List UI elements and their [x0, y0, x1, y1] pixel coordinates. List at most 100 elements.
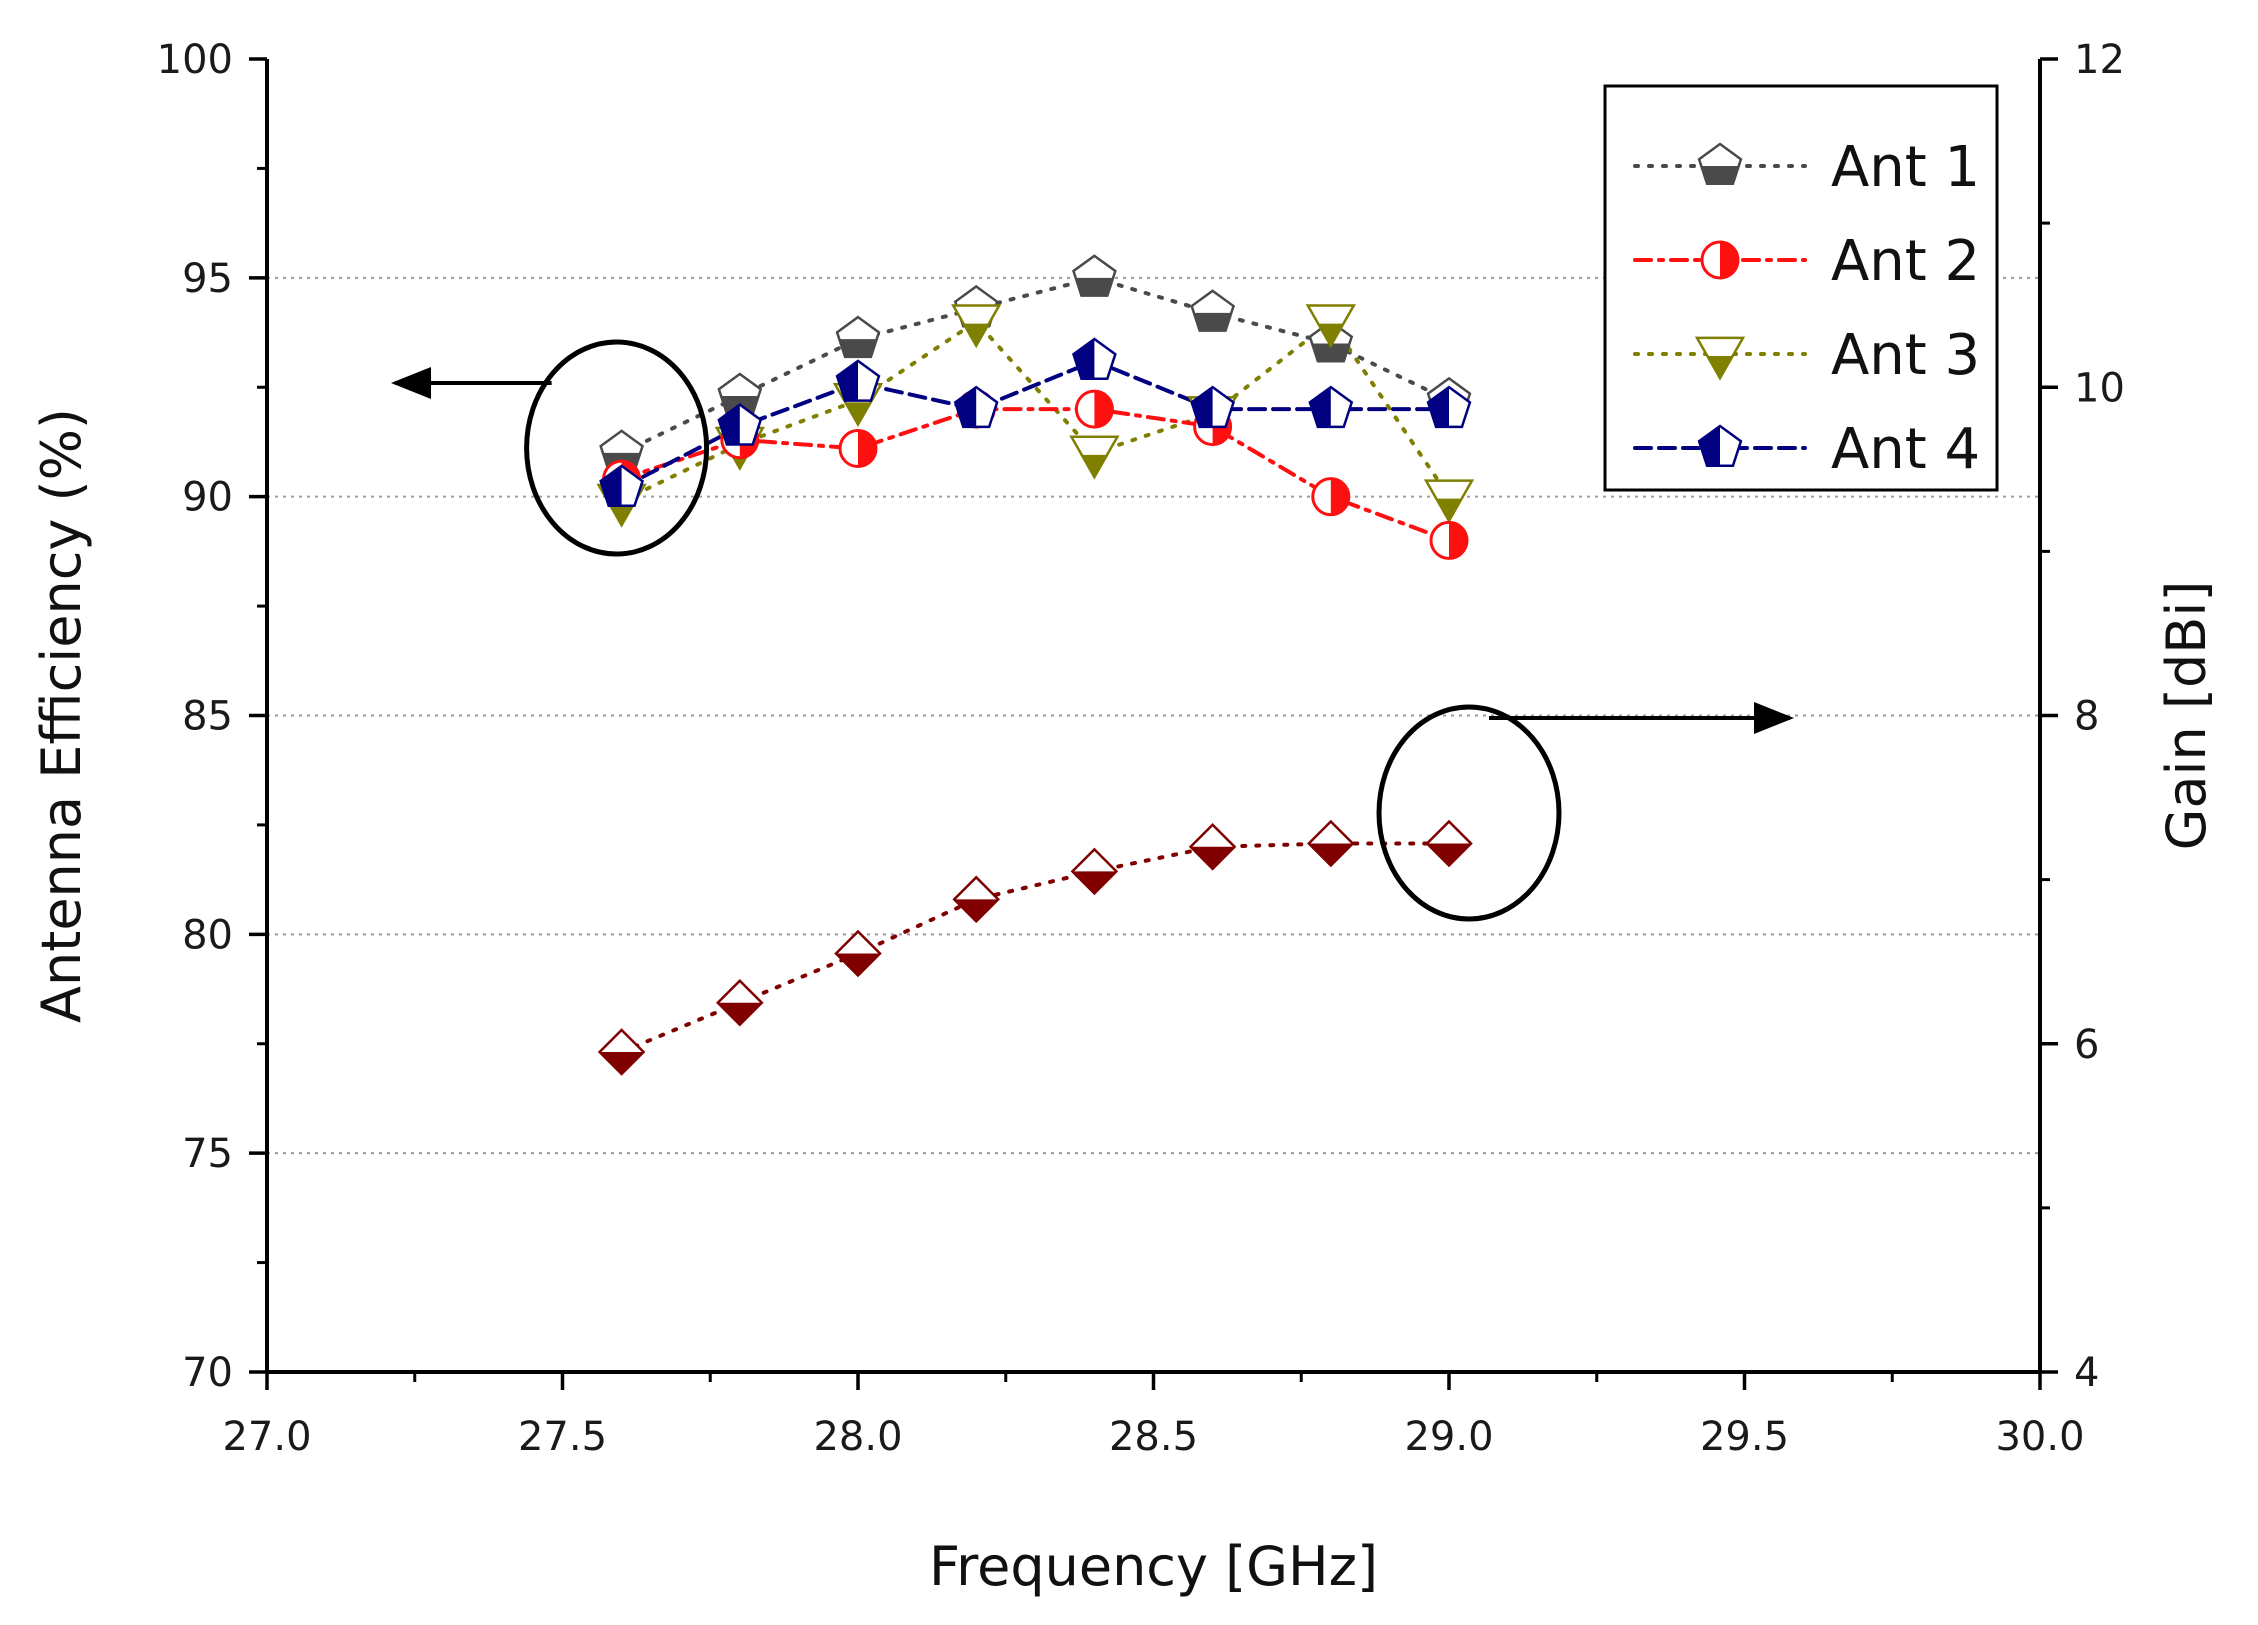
series-line	[619, 407, 1451, 543]
y-tick-label: 70	[182, 1350, 233, 1396]
marker-outline	[1072, 254, 1117, 297]
annotation-layer	[391, 339, 1794, 922]
marker-outline	[1074, 389, 1114, 429]
marker-fill-half	[1081, 454, 1108, 478]
data-point	[1070, 847, 1119, 896]
marker-outline	[1697, 424, 1743, 468]
marker-outline	[1694, 336, 1746, 381]
series-layer	[596, 254, 1475, 1076]
marker-outline	[1426, 385, 1472, 429]
legend-marker	[1700, 240, 1740, 280]
y-tick-label: 75	[182, 1131, 233, 1177]
marker-fill-half	[858, 430, 876, 467]
marker-fill-half	[839, 339, 877, 357]
x-tick-label: 27.0	[222, 1414, 311, 1460]
x-tick-label: 30.0	[1995, 1414, 2084, 1460]
marker-outline	[838, 429, 878, 469]
data-point	[1308, 385, 1354, 429]
x-axis-title: Frequency [GHz]	[929, 1535, 1378, 1598]
marker-fill-half	[1094, 391, 1113, 428]
marker-fill-half	[1720, 242, 1738, 278]
marker-outline	[1305, 304, 1356, 349]
legend-label: Ant 3	[1831, 323, 1980, 388]
y2-tick-label: 8	[2074, 694, 2099, 740]
legend-marker	[1697, 142, 1743, 186]
marker-fill-half	[599, 1051, 644, 1074]
y2-tick-label: 4	[2074, 1350, 2099, 1396]
data-point	[953, 385, 999, 429]
x-tick-label: 28.0	[813, 1414, 902, 1460]
marker-fill-half	[1449, 522, 1467, 559]
data-point	[599, 464, 644, 507]
marker-fill-half	[1072, 871, 1117, 894]
marker-outline	[1069, 435, 1120, 480]
marker-outline	[834, 929, 882, 978]
y-tick-label: 90	[182, 475, 233, 521]
marker-outline	[951, 304, 1002, 349]
data-point	[1190, 289, 1235, 332]
data-point	[1188, 823, 1237, 871]
data-point	[1429, 520, 1469, 560]
marker-outline	[716, 978, 764, 1027]
x-tick-label: 29.0	[1404, 1414, 1493, 1460]
y2-axis-title: Gain [dBi]	[2155, 581, 2218, 851]
data-point	[835, 359, 881, 402]
marker-fill-half	[836, 953, 880, 976]
data-point	[1072, 337, 1117, 381]
marker-outline	[1425, 819, 1473, 868]
legend-label: Ant 2	[1831, 229, 1980, 294]
marker-outline	[1190, 289, 1235, 332]
marker-outline	[1308, 319, 1354, 363]
marker-fill-half	[1193, 312, 1232, 331]
marker-fill-half	[954, 899, 999, 922]
marker-fill-half	[1190, 846, 1235, 869]
marker-outline	[953, 385, 999, 429]
data-point	[1072, 254, 1117, 297]
marker-fill-half	[1075, 277, 1114, 296]
data-point	[1305, 304, 1356, 349]
marker-outline	[1423, 479, 1475, 524]
marker-outline	[1429, 520, 1469, 560]
data-point	[951, 304, 1002, 349]
y-tick-label: 100	[157, 37, 233, 83]
marker-outline	[952, 875, 1000, 924]
data-point	[1425, 819, 1473, 868]
data-point	[1423, 479, 1475, 524]
y-axis-title: Antenna Efficiency (%)	[30, 408, 93, 1023]
marker-fill-half	[1308, 843, 1353, 866]
x-tick-label: 28.5	[1109, 1414, 1198, 1460]
marker-outline	[1307, 819, 1355, 868]
marker-fill-half	[845, 402, 871, 425]
marker-outline	[1308, 385, 1354, 429]
x-tick-label: 27.5	[518, 1414, 607, 1460]
data-point	[1426, 385, 1472, 429]
marker-outline	[1070, 847, 1119, 896]
data-point	[1307, 819, 1355, 868]
marker-outline	[835, 315, 881, 359]
y-tick-label: 80	[182, 912, 233, 958]
data-point	[597, 1028, 646, 1076]
annotation-ellipse-right	[1376, 704, 1562, 922]
marker-fill-half	[1701, 166, 1739, 184]
marker-outline	[1700, 240, 1740, 280]
marker-fill-half	[608, 503, 635, 526]
annotation-ellipse-left	[524, 339, 710, 557]
y2-tick-label: 10	[2074, 365, 2125, 411]
marker-fill-half	[1436, 498, 1462, 521]
y2-tick-label: 6	[2074, 1022, 2099, 1068]
legend-marker	[1697, 424, 1743, 468]
data-point	[1308, 319, 1354, 363]
marker-outline	[1188, 823, 1237, 871]
marker-outline	[1072, 337, 1117, 381]
legend-box	[1603, 84, 1999, 492]
legend-label: Ant 1	[1831, 135, 1980, 200]
legend-marker	[1694, 336, 1746, 381]
marker-fill-half	[1707, 356, 1733, 379]
marker-outline	[1190, 385, 1235, 429]
legend-label: Ant 4	[1831, 417, 1980, 482]
data-point	[1311, 477, 1351, 517]
marker-outline	[1697, 142, 1743, 186]
marker-outline	[835, 359, 881, 402]
marker-outline	[1311, 477, 1351, 517]
data-point	[1069, 435, 1120, 480]
